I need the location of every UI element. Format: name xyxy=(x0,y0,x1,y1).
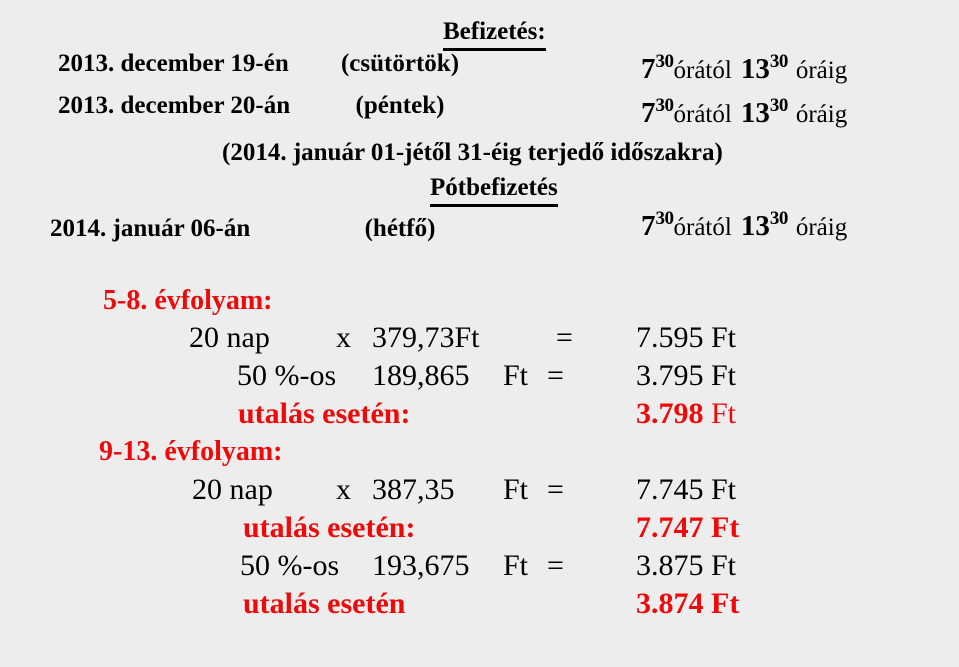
time-to-minutes: 30 xyxy=(769,51,789,72)
transfer-result: 3.798 Ft xyxy=(636,397,736,432)
payment-weekday: (péntek) xyxy=(355,92,445,119)
fee-value: 387,35 xyxy=(372,473,455,506)
payment-time-range: 730órától 1330 óráig xyxy=(641,52,847,84)
time-from-minutes: 30 xyxy=(655,51,675,72)
payment-weekday: (hétfő) xyxy=(364,215,436,242)
equals-sign: = xyxy=(547,473,564,506)
fee-result: 7.745 Ft xyxy=(636,473,737,506)
fee-result: 3.795 Ft xyxy=(636,359,737,392)
time-to-hour: 13 xyxy=(740,210,770,242)
payment-date: 2013. december 20-án xyxy=(58,92,291,119)
transfer-result: 3.874 Ft xyxy=(636,587,740,620)
transfer-label: utalás esetén: xyxy=(238,397,411,430)
time-from-hour: 7 xyxy=(641,210,656,242)
equals-sign: = xyxy=(547,549,564,582)
fee-result: 3.875 Ft xyxy=(636,549,737,582)
time-to-label: óráig xyxy=(795,101,848,128)
fee-label: 20 nap xyxy=(189,321,270,354)
time-to-label: óráig xyxy=(795,214,848,241)
time-from-label: órától xyxy=(673,101,732,128)
fee-unit: Ft xyxy=(503,359,529,392)
fee-unit: Ft xyxy=(503,473,529,506)
transfer-result-number: 3.798 xyxy=(636,397,704,430)
equals-sign: = xyxy=(556,321,573,354)
fee-value: 189,865 xyxy=(372,359,470,392)
transfer-label: utalás esetén: xyxy=(243,511,416,544)
payment-date: 2014. január 06-án xyxy=(50,215,251,242)
time-from-label: órától xyxy=(673,214,732,241)
fee-value: 193,675 xyxy=(372,549,470,582)
fee-value: 379,73Ft xyxy=(372,321,480,354)
fee-result: 7.595 Ft xyxy=(636,321,737,354)
time-from-minutes: 30 xyxy=(655,208,675,229)
fee-label: 50 %-os xyxy=(240,549,340,582)
transfer-result-unit: Ft xyxy=(711,397,737,430)
payment-time-range: 730órától 1330 óráig xyxy=(641,209,847,241)
time-from-hour: 7 xyxy=(641,97,656,129)
transfer-result: 7.747 Ft xyxy=(636,511,740,544)
grade-section-title: 5-8. évfolyam: xyxy=(103,285,273,316)
payment-time-range: 730órától 1330 óráig xyxy=(641,96,847,128)
payment-date: 2013. december 19-én xyxy=(58,50,289,77)
fee-operator: x xyxy=(336,321,351,354)
fee-label: 20 nap xyxy=(192,473,273,506)
grade-section-title: 9-13. évfolyam: xyxy=(99,436,283,467)
equals-sign: = xyxy=(547,359,564,392)
period-note: (2014. január 01-jétől 31-éig terjedő id… xyxy=(222,139,723,166)
payment-heading: Befizetés: xyxy=(443,18,546,51)
time-to-label: óráig xyxy=(795,57,848,84)
time-from-hour: 7 xyxy=(641,53,656,85)
time-to-hour: 13 xyxy=(740,97,770,129)
fee-unit: Ft xyxy=(503,549,529,582)
time-from-label: órától xyxy=(673,57,732,84)
payment-weekday: (csütörtök) xyxy=(340,50,460,77)
fee-label: 50 %-os xyxy=(237,359,337,392)
fee-operator: x xyxy=(336,473,351,506)
time-from-minutes: 30 xyxy=(655,95,675,116)
time-to-minutes: 30 xyxy=(769,95,789,116)
time-to-hour: 13 xyxy=(740,53,770,85)
late-payment-heading: Pótbefizetés xyxy=(430,174,558,207)
time-to-minutes: 30 xyxy=(769,208,789,229)
transfer-label: utalás esetén xyxy=(243,587,406,620)
